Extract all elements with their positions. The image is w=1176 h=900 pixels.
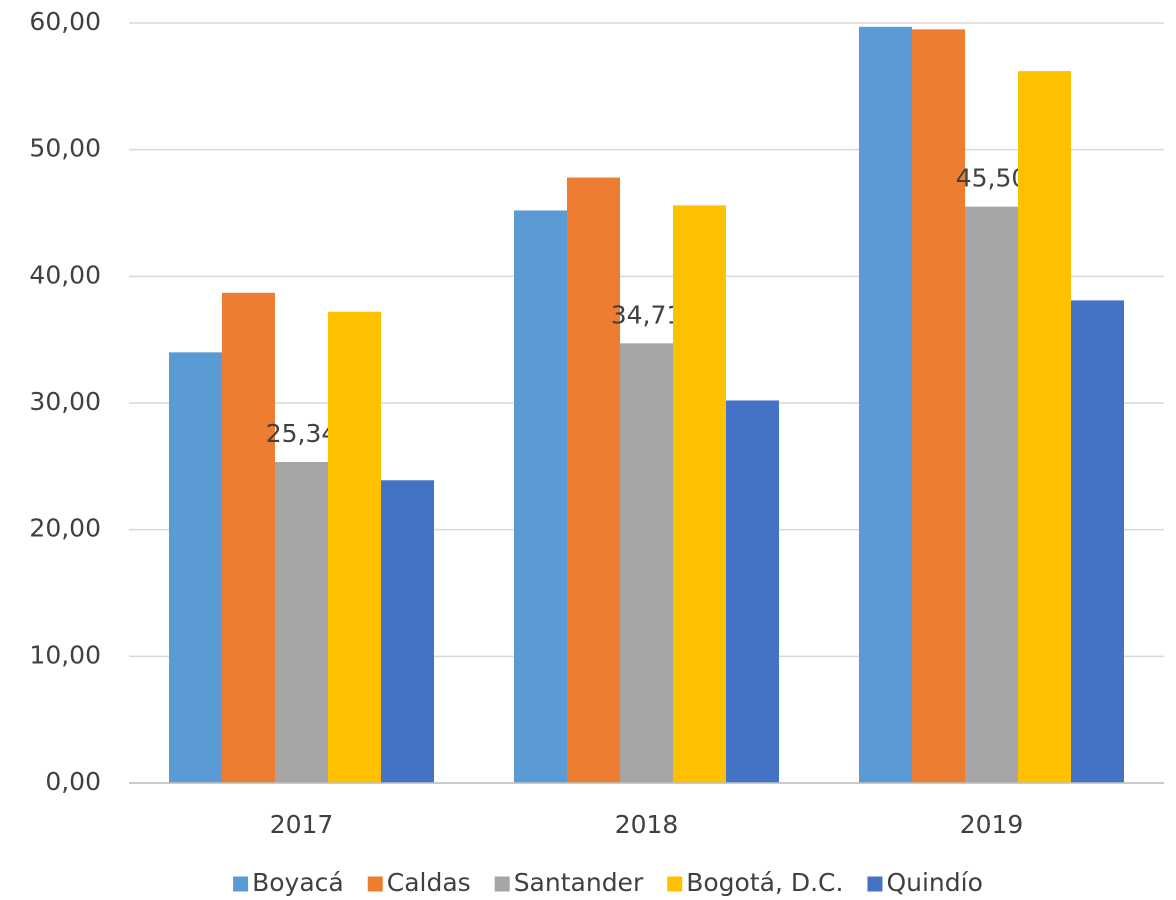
bar [620,343,673,783]
bar [275,462,328,783]
x-tick-label: 2018 [615,810,679,839]
bar [328,311,381,783]
x-tick-label: 2017 [270,810,334,839]
bar [673,205,726,783]
data-label: 45,50 [956,164,1028,193]
bar [222,292,275,783]
legend-label: Santander [514,868,644,897]
bar [726,400,779,783]
y-tick-label: 10,00 [29,640,101,669]
bar [381,480,434,783]
bar [514,210,567,783]
bar [567,177,620,784]
y-tick-label: 50,00 [29,134,101,163]
legend-label: Boyacá [252,868,344,897]
legend-swatch [667,876,683,892]
legend-label: Bogotá, D.C. [686,868,843,897]
legend-swatch [867,876,883,892]
bar [169,352,222,783]
y-tick-label: 60,00 [29,7,101,36]
legend-swatch [367,876,383,892]
y-tick-label: 40,00 [29,260,101,289]
bar [912,29,965,784]
x-tick-label: 2019 [960,810,1024,839]
bar [965,206,1018,783]
legend-swatch [494,876,510,892]
data-label: 25,34 [266,419,338,448]
bar [859,26,912,784]
data-label: 34,71 [611,300,683,329]
bar [1071,300,1124,783]
y-tick-label: 0,00 [45,767,101,796]
legend-swatch [233,876,249,892]
legend-label: Quindío [886,868,982,897]
y-tick-label: 20,00 [29,514,101,543]
legend-label: Caldas [387,868,471,897]
y-tick-label: 30,00 [29,387,101,416]
bar [1018,71,1071,784]
